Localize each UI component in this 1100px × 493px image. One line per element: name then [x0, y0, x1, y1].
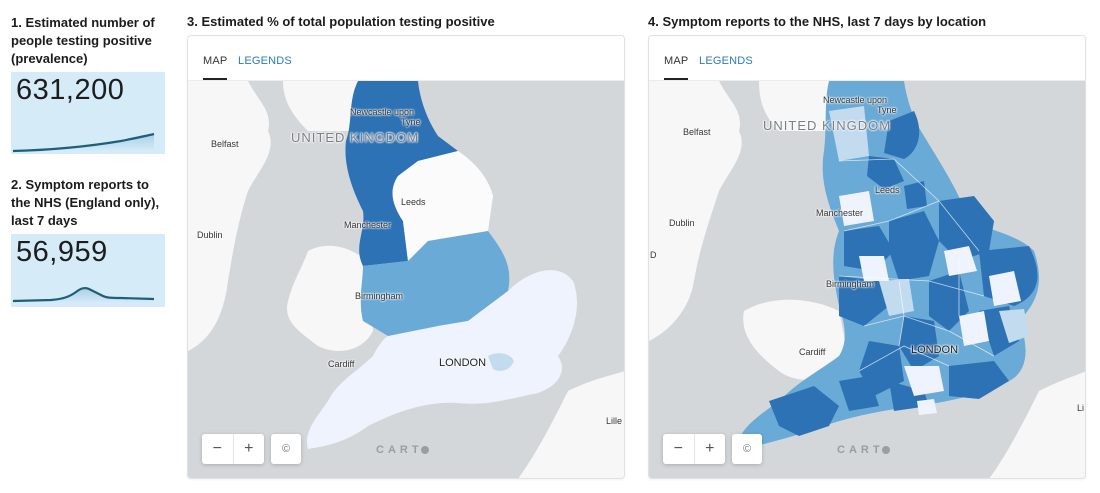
carto-logo: CART — [376, 444, 429, 456]
map-label-belfast: Belfast — [211, 139, 239, 149]
map-label-newcastle: Newcastle upon — [823, 95, 888, 105]
tab-bar: MAP LEGENDS — [649, 36, 1085, 81]
kpi-card-symptom-reports: 2. Symptom reports to the NHS (England o… — [11, 176, 166, 307]
attribution-button[interactable]: © — [732, 434, 762, 464]
carto-wordmark: CART — [837, 444, 884, 456]
kpi-tile[interactable]: 56,959 — [11, 234, 165, 307]
kpi-title: 2. Symptom reports to the NHS (England o… — [11, 177, 160, 228]
panel-title-symptom-map: 4. Symptom reports to the NHS, last 7 da… — [648, 14, 987, 29]
zoom-out-button[interactable]: − — [673, 440, 683, 457]
map-label-tyne: Tyne — [401, 117, 421, 127]
zoom-out-button[interactable]: − — [212, 440, 222, 457]
kpi-card-prevalence: 1. Estimated number of people testing po… — [11, 14, 166, 154]
map-panel-symptoms: MAP LEGENDS — [648, 35, 1086, 479]
carto-wordmark: CART — [376, 444, 423, 456]
tab-map[interactable]: MAP — [664, 55, 689, 67]
map-canvas[interactable]: Newcastle upon Tyne UNITED KINGDOM Belfa… — [649, 81, 1085, 478]
map-label-edge: D — [650, 250, 657, 260]
tab-legends[interactable]: LEGENDS — [238, 55, 292, 67]
active-tab-indicator — [203, 78, 227, 80]
map-label-london: LONDON — [911, 344, 959, 356]
kpi-tile[interactable]: 631,200 — [11, 72, 165, 154]
tab-bar: MAP LEGENDS — [188, 36, 624, 81]
map-label-country: UNITED KINGDOM — [291, 130, 420, 145]
zoom-in-button[interactable]: + — [693, 434, 726, 464]
map-shapes — [649, 81, 1085, 478]
map-label-tyne: Tyne — [877, 105, 897, 115]
kpi-value: 56,959 — [16, 236, 108, 268]
panel-title-prevalence-map: 3. Estimated % of total population testi… — [187, 14, 495, 29]
active-tab-indicator — [664, 78, 688, 80]
tab-legends[interactable]: LEGENDS — [699, 55, 753, 67]
carto-dot-icon — [420, 446, 429, 455]
map-canvas[interactable]: Newcastle upon Tyne UNITED KINGDOM Belfa… — [188, 81, 624, 478]
zoom-control: − + — [202, 434, 264, 464]
map-label-cardiff: Cardiff — [328, 359, 355, 369]
map-label-cardiff: Cardiff — [799, 347, 826, 357]
map-label-birmingham: Birmingham — [355, 291, 404, 301]
sparkline-chart — [12, 286, 155, 303]
map-label-lille: Li — [1077, 403, 1085, 413]
zoom-control: − + — [663, 434, 725, 464]
zoom-in-button[interactable]: + — [232, 434, 265, 464]
kpi-column: 1. Estimated number of people testing po… — [11, 14, 166, 307]
tab-map[interactable]: MAP — [203, 55, 228, 67]
map-label-manchester: Manchester — [816, 208, 864, 218]
map-label-birmingham: Birmingham — [826, 279, 875, 289]
map-label-dublin: Dublin — [197, 230, 223, 240]
map-label-leeds: Leeds — [875, 185, 900, 195]
map-label-leeds: Leeds — [401, 197, 426, 207]
kpi-title: 1. Estimated number of people testing po… — [11, 15, 155, 66]
map-label-manchester: Manchester — [344, 220, 392, 230]
map-label-london: LONDON — [439, 357, 487, 369]
carto-dot-icon — [881, 446, 890, 455]
sparkline-chart — [12, 132, 155, 153]
map-label-belfast: Belfast — [683, 127, 711, 137]
map-label-newcastle: Newcastle upon — [350, 107, 415, 117]
map-label-dublin: Dublin — [669, 218, 695, 228]
kpi-value: 631,200 — [16, 74, 125, 106]
map-label-lille: Lille — [606, 416, 623, 426]
map-shapes — [188, 81, 624, 478]
map-label-country: UNITED KINGDOM — [763, 118, 892, 133]
attribution-button[interactable]: © — [271, 434, 301, 464]
map-panel-prevalence: MAP LEGENDS Newcastle upon Tyne UNITE — [187, 35, 625, 479]
carto-logo: CART — [837, 444, 890, 456]
